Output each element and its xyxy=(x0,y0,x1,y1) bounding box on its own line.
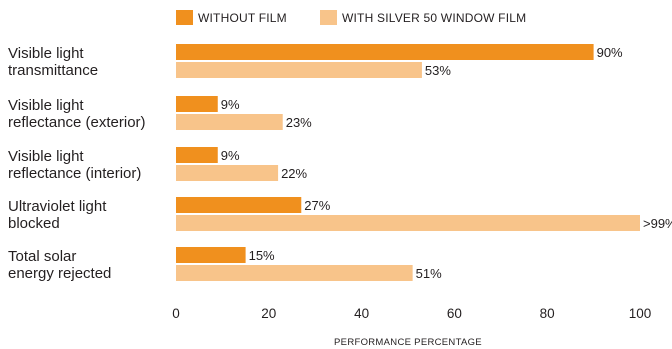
x-tick-label: 80 xyxy=(540,306,555,321)
legend-label-1: WITHOUT FILM xyxy=(198,11,287,25)
category-label: Total solar xyxy=(8,248,76,265)
bar-with-film xyxy=(176,62,422,78)
x-tick-label: 40 xyxy=(354,306,369,321)
data-label: 53% xyxy=(425,63,451,78)
data-label: 90% xyxy=(597,45,623,60)
value-labels: 90% 9% 9% 27% 15% 53% 23% 22% >99% 51% xyxy=(221,45,672,281)
data-label: 27% xyxy=(304,198,330,213)
x-tick-label: 100 xyxy=(629,306,652,321)
category-label: blocked xyxy=(8,215,60,232)
bar-with-film xyxy=(176,114,283,130)
x-tick-label: 60 xyxy=(447,306,462,321)
bar-without-film xyxy=(176,147,218,163)
category-label: reflectance (interior) xyxy=(8,165,141,182)
data-label: 23% xyxy=(286,115,312,130)
data-label: 22% xyxy=(281,166,307,181)
category-label: Visible light xyxy=(8,97,84,114)
category-label: Visible light xyxy=(8,45,84,62)
x-axis: 0 20 40 60 80 100 xyxy=(172,306,651,321)
bar-with-film xyxy=(176,165,279,181)
category-label: energy rejected xyxy=(8,265,111,282)
legend-swatch-1 xyxy=(176,10,193,25)
data-label: 51% xyxy=(416,266,442,281)
bars xyxy=(176,44,640,281)
x-tick-label: 0 xyxy=(172,306,180,321)
category-label: reflectance (exterior) xyxy=(8,114,146,131)
data-label: 9% xyxy=(221,148,240,163)
x-axis-title: PERFORMANCE PERCENTAGE xyxy=(334,337,482,348)
bar-with-film xyxy=(176,215,640,231)
legend-swatch-2 xyxy=(320,10,337,25)
bar-without-film xyxy=(176,96,218,112)
category-label: Ultraviolet light xyxy=(8,198,107,215)
category-label: transmittance xyxy=(8,62,98,79)
category-label: Visible light xyxy=(8,148,84,165)
bar-without-film xyxy=(176,44,594,60)
data-label: >99% xyxy=(643,216,672,231)
bar-without-film xyxy=(176,247,246,263)
data-label: 15% xyxy=(249,248,275,263)
x-tick-label: 20 xyxy=(261,306,276,321)
legend: WITHOUT FILM WITH SILVER 50 WINDOW FILM xyxy=(176,10,526,25)
bar-without-film xyxy=(176,197,302,213)
data-label: 9% xyxy=(221,97,240,112)
bar-with-film xyxy=(176,265,413,281)
legend-label-2: WITH SILVER 50 WINDOW FILM xyxy=(342,11,526,25)
